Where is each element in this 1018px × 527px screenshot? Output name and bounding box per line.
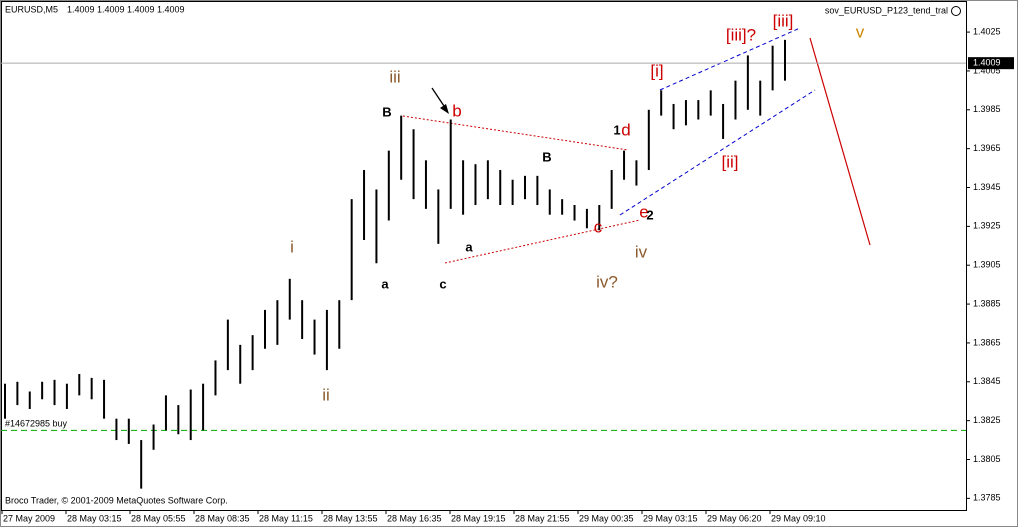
copyright: Broco Trader, © 2001-2009 MetaQuotes Sof… [5,495,228,505]
arrow-head [440,104,449,114]
wave-label: i [290,237,294,256]
wave-label: c [439,276,446,291]
wave-label: ii [322,385,330,404]
wave-label: b [452,101,461,120]
wave-label: iv [635,242,648,261]
wave-label: 1 [613,122,620,137]
price-box [968,57,1014,70]
indicator-name: sov_EURUSD_P123_tend_tral [825,5,948,15]
wave-label: [ii] [722,152,739,171]
wave-label: [iii]? [726,25,756,44]
wave-label: d [621,120,630,139]
x-tick-label: 29 May 09:10 [771,513,826,523]
wave-label: B [382,104,391,119]
wave-label: a [381,276,389,291]
x-tick-label: 28 May 16:35 [387,513,442,523]
ohlc-open: 1.4009 [67,4,95,14]
y-tick-label: 1.3825 [973,415,1001,425]
x-tick-label: 28 May 03:15 [67,513,122,523]
y-tick-label: 1.3945 [973,182,1001,192]
wave-label: a [465,239,473,254]
y-tick-label: 1.3805 [973,454,1001,464]
wave-label: B [542,149,551,164]
y-tick-label: 1.3845 [973,376,1001,386]
y-tick-label: 1.3925 [973,221,1001,231]
symbol: EURUSD,M5 [5,4,58,14]
wave-label: v [856,22,865,41]
y-tick-label: 1.3865 [973,337,1001,347]
price-label: 1.4009 [973,58,1001,68]
y-tick-label: 1.4005 [973,65,1001,75]
x-tick-label: 28 May 19:15 [451,513,506,523]
ohlc-low: 1.4009 [127,4,155,14]
wave-label: 2 [646,207,653,222]
ohlc-high: 1.4009 [97,4,125,14]
wave-label: c [594,217,603,236]
x-tick-label: 28 May 13:55 [323,513,378,523]
y-tick-label: 1.3885 [973,298,1001,308]
order-label: #14672985 buy [5,419,68,429]
x-tick-label: 28 May 21:55 [515,513,570,523]
wave-label: iii [389,67,400,86]
wave-label: e [639,202,648,221]
channel-line [619,89,816,216]
y-tick-label: 1.4025 [973,26,1001,36]
x-tick-label: 29 May 00:35 [579,513,634,523]
x-tick-label: 27 May 2009 [3,513,55,523]
wave-label: iv? [596,272,618,291]
x-tick-label: 28 May 11:15 [259,513,313,523]
wave-label: [i] [650,61,663,80]
y-tick-label: 1.3785 [973,493,1001,503]
projection-line [809,37,871,246]
x-tick-label: 28 May 08:35 [195,513,250,523]
x-tick-label: 28 May 05:55 [131,513,186,523]
x-tick-label: 29 May 06:20 [707,513,762,523]
y-tick-label: 1.3965 [973,143,1001,153]
y-tick-label: 1.3985 [973,104,1001,114]
wave-label: [iii] [773,11,794,30]
indicator-icon [951,6,961,16]
trend-line [402,115,629,151]
arrow [431,87,447,110]
ohlc-close: 1.4009 [157,4,185,14]
y-tick-label: 1.3905 [973,260,1001,270]
channel-line [659,27,801,91]
x-tick-label: 29 May 03:15 [643,513,698,523]
plot-frame [1,1,967,511]
trend-line [444,219,641,264]
